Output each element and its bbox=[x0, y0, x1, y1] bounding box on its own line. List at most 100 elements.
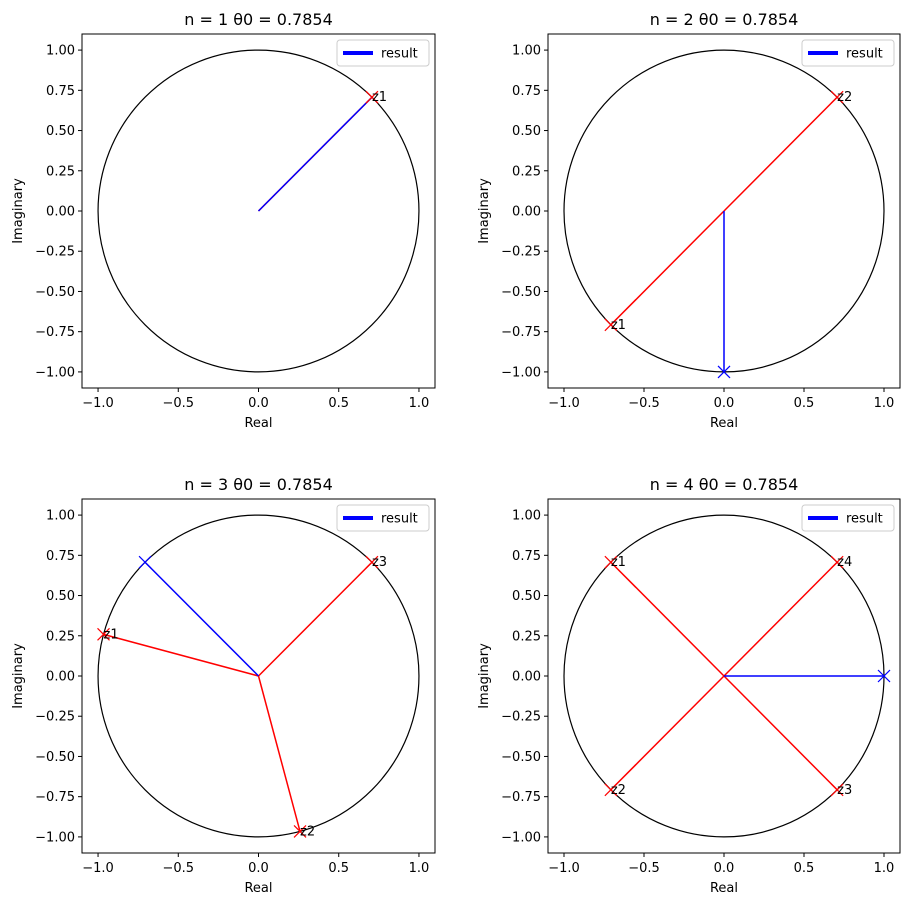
y-tick-label: 1.00 bbox=[512, 44, 541, 59]
legend-frame bbox=[801, 504, 895, 532]
root-label-z2: z2 bbox=[300, 824, 315, 839]
y-axis-label: Imaginary bbox=[11, 178, 26, 244]
unit-circle bbox=[97, 514, 420, 838]
x-tick-label: 0.5 bbox=[328, 396, 349, 411]
x-tick-label: 0.5 bbox=[328, 861, 349, 876]
x-tick-label: −1.0 bbox=[82, 861, 114, 876]
x-axis-label: Real bbox=[244, 416, 272, 431]
root-marker-z1 bbox=[604, 318, 618, 332]
x-tick-label: −0.5 bbox=[628, 861, 660, 876]
x-tick-label: 0.0 bbox=[248, 396, 269, 411]
root-marker-z3 bbox=[830, 783, 844, 797]
subplot-2: z1 z2 −1.0 −0.5 0.0 0.5 1.0 −1.00 −0.75 −0.50 −0.2… bbox=[477, 10, 901, 431]
x-tick-label: 0.5 bbox=[794, 861, 815, 876]
y-tick-label: 1.00 bbox=[46, 509, 75, 524]
y-tick-label: 0.25 bbox=[512, 164, 541, 179]
legend-frame bbox=[801, 39, 895, 67]
root-line-z1 bbox=[103, 633, 259, 677]
y-tick-label: −0.25 bbox=[501, 245, 541, 260]
root-marker-z2 bbox=[604, 783, 618, 797]
subplot-title: n = 2 θ0 = 0.7854 bbox=[650, 10, 799, 29]
y-tick-label: −1.00 bbox=[35, 365, 75, 380]
root-line-z1 bbox=[610, 561, 725, 677]
legend-frame bbox=[336, 39, 430, 67]
x-tick-label: 1.0 bbox=[409, 861, 430, 876]
root-label-z1: z1 bbox=[372, 90, 387, 105]
y-tick-label: 0.00 bbox=[512, 205, 541, 220]
legend: result bbox=[336, 504, 430, 532]
legend-label: result bbox=[846, 47, 883, 62]
unit-circle bbox=[97, 49, 420, 373]
result-marker bbox=[717, 365, 731, 379]
subplot-title: n = 1 θ0 = 0.7854 bbox=[184, 10, 333, 29]
root-marker-z4 bbox=[830, 555, 844, 569]
y-tick-label: −0.75 bbox=[501, 790, 541, 805]
root-label-z3: z3 bbox=[372, 555, 387, 570]
x-tick-label: −1.0 bbox=[548, 861, 580, 876]
root-marker-z1 bbox=[365, 90, 379, 104]
y-tick-label: −0.50 bbox=[35, 285, 75, 300]
x-tick-label: −1.0 bbox=[548, 396, 580, 411]
y-tick-label: 0.75 bbox=[46, 84, 75, 99]
y-tick-label: 1.00 bbox=[46, 44, 75, 59]
result-marker bbox=[138, 555, 152, 569]
y-tick-label: −0.25 bbox=[35, 710, 75, 725]
root-label-z2: z2 bbox=[611, 783, 626, 798]
subplot-3: z1 z2 z3 −1.0 −0.5 0.0 0.5 1.0 −1.00 −0.75 −0.50 −0… bbox=[11, 475, 436, 896]
y-tick-label: 0.25 bbox=[46, 629, 75, 644]
legend: result bbox=[336, 39, 430, 67]
root-label-z3: z3 bbox=[837, 783, 852, 798]
y-tick-label: 0.00 bbox=[46, 205, 75, 220]
y-tick-label: 0.75 bbox=[512, 549, 541, 564]
legend: result bbox=[801, 39, 895, 67]
result-marker bbox=[877, 669, 891, 683]
x-tick-label: 0.0 bbox=[714, 396, 735, 411]
root-label-z1: z1 bbox=[611, 555, 626, 570]
y-tick-label: −0.50 bbox=[501, 750, 541, 765]
y-tick-label: 0.75 bbox=[512, 84, 541, 99]
subplot-title: n = 3 θ0 = 0.7854 bbox=[184, 475, 333, 494]
y-axis-label: Imaginary bbox=[477, 643, 492, 709]
x-tick-label: 0.0 bbox=[248, 861, 269, 876]
x-tick-label: 0.0 bbox=[714, 861, 735, 876]
x-tick-label: −0.5 bbox=[162, 861, 194, 876]
y-tick-label: −0.75 bbox=[501, 325, 541, 340]
y-tick-label: −0.75 bbox=[35, 325, 75, 340]
legend: result bbox=[801, 504, 895, 532]
root-marker-z2 bbox=[293, 824, 307, 838]
y-tick-label: −1.00 bbox=[501, 365, 541, 380]
root-line-z2 bbox=[257, 675, 301, 832]
y-tick-label: 1.00 bbox=[512, 509, 541, 524]
root-line-z4 bbox=[723, 561, 838, 677]
root-label-z4: z4 bbox=[837, 555, 852, 570]
y-tick-label: 0.25 bbox=[46, 164, 75, 179]
root-label-z2: z2 bbox=[837, 90, 852, 105]
x-axis-label: Real bbox=[710, 881, 738, 896]
y-axis-label: Imaginary bbox=[11, 643, 26, 709]
y-tick-label: −1.00 bbox=[35, 830, 75, 845]
root-marker-z2 bbox=[830, 90, 844, 104]
legend-label: result bbox=[381, 512, 418, 527]
subplot-1: z1 −1.0 −0.5 0.0 0.5 1.0 −1.00 −0.75 −0.50 −0.25 0… bbox=[11, 10, 436, 431]
y-tick-label: −0.25 bbox=[501, 710, 541, 725]
x-tick-label: 1.0 bbox=[874, 396, 895, 411]
legend-label: result bbox=[381, 47, 418, 62]
y-tick-label: 0.00 bbox=[46, 670, 75, 685]
root-marker-z1 bbox=[604, 555, 618, 569]
root-marker-z3 bbox=[365, 555, 379, 569]
subplot-title: n = 4 θ0 = 0.7854 bbox=[650, 475, 799, 494]
x-axis-label: Real bbox=[710, 416, 738, 431]
root-label-z1: z1 bbox=[611, 318, 626, 333]
x-axis-label: Real bbox=[244, 881, 272, 896]
y-tick-label: −0.50 bbox=[35, 750, 75, 765]
root-line-z1 bbox=[610, 210, 725, 326]
y-axis-label: Imaginary bbox=[477, 178, 492, 244]
y-tick-label: 0.50 bbox=[46, 589, 75, 604]
legend-label: result bbox=[846, 512, 883, 527]
x-tick-label: 1.0 bbox=[874, 861, 895, 876]
result-line bbox=[257, 96, 373, 212]
root-line-z3 bbox=[723, 675, 838, 791]
y-tick-label: 0.50 bbox=[512, 589, 541, 604]
y-tick-label: 0.75 bbox=[46, 549, 75, 564]
